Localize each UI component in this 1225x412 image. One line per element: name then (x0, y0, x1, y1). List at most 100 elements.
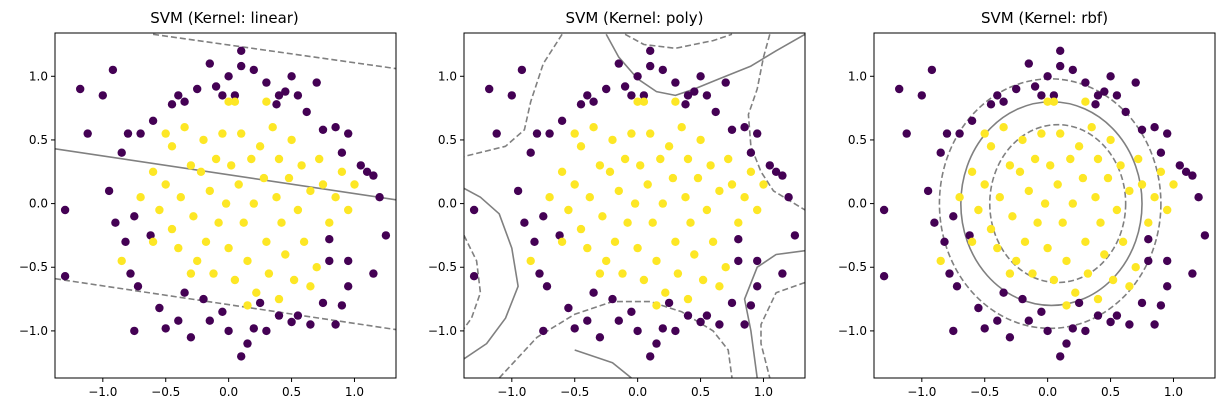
data-point-class-1 (1093, 294, 1103, 304)
data-point-class-0 (535, 269, 544, 278)
y-tick-label: −1.0 (838, 324, 867, 338)
data-point-class-1 (221, 199, 231, 208)
data-point-class-0 (1125, 320, 1134, 329)
data-point-class-0 (1068, 324, 1078, 333)
data-point-class-1 (1081, 237, 1090, 246)
data-point-class-0 (362, 167, 372, 176)
data-point-class-0 (784, 193, 793, 202)
data-point-class-1 (1106, 135, 1115, 145)
data-point-class-1 (1046, 161, 1055, 170)
data-point-class-0 (999, 97, 1008, 106)
data-point-class-1 (1058, 218, 1067, 227)
data-point-class-0 (492, 129, 501, 138)
data-point-class-0 (111, 218, 120, 227)
data-points-layer (469, 46, 800, 361)
data-point-class-1 (589, 123, 598, 132)
data-point-class-0 (1188, 171, 1197, 180)
data-point-class-1 (633, 97, 642, 106)
tick-layer: −1.0 −0.5 0.0 0.5 1.0 −1.0 −0.5 0.0 0.5 1.0 (428, 69, 773, 399)
data-point-class-0 (949, 326, 958, 336)
data-point-class-0 (576, 100, 586, 109)
data-point-class-0 (337, 301, 347, 310)
y-tick-label: −0.5 (838, 260, 867, 274)
data-point-class-0 (564, 303, 573, 313)
y-tick-label: −1.0 (19, 324, 48, 338)
data-point-class-0 (193, 84, 202, 94)
margin-line (988, 123, 1127, 284)
data-point-class-1 (1071, 288, 1080, 297)
data-point-class-1 (1125, 282, 1134, 291)
data-point-class-1 (199, 135, 208, 145)
data-points-layer (879, 46, 1210, 361)
data-point-class-0 (331, 123, 340, 132)
data-point-class-0 (318, 298, 328, 308)
data-point-class-0 (205, 316, 214, 325)
data-point-class-0 (986, 100, 996, 109)
data-point-class-0 (1043, 326, 1052, 336)
data-point-class-1 (161, 129, 170, 138)
data-point-class-1 (683, 294, 693, 304)
data-point-class-0 (952, 282, 962, 291)
data-point-class-1 (1005, 269, 1015, 278)
data-point-class-0 (205, 59, 214, 68)
data-point-class-1 (999, 123, 1008, 132)
data-point-class-1 (652, 301, 661, 310)
data-point-class-0 (683, 311, 693, 320)
data-point-class-0 (721, 78, 730, 87)
data-point-class-0 (1037, 307, 1046, 316)
data-point-class-0 (1091, 100, 1100, 109)
data-point-class-1 (1008, 212, 1017, 221)
data-points-layer (60, 46, 391, 361)
data-point-class-0 (1156, 301, 1166, 310)
data-point-class-0 (167, 100, 177, 109)
data-point-class-0 (224, 326, 233, 336)
data-point-class-1 (209, 269, 218, 278)
data-point-class-0 (356, 161, 365, 170)
data-point-class-0 (1188, 269, 1197, 278)
data-point-class-0 (126, 269, 135, 278)
data-point-class-1 (148, 237, 158, 246)
data-point-class-1 (264, 269, 274, 278)
decision-boundary-layer (55, 33, 396, 331)
data-point-class-0 (174, 91, 183, 100)
data-point-class-1 (595, 161, 605, 170)
data-point-class-0 (949, 212, 958, 221)
data-point-class-0 (375, 193, 384, 202)
data-point-class-1 (136, 193, 145, 202)
data-point-class-1 (980, 129, 989, 138)
decision-boundary-line (574, 349, 632, 378)
data-point-class-1 (284, 173, 294, 183)
data-point-class-1 (564, 205, 573, 215)
data-point-class-0 (146, 231, 155, 240)
x-tick-label: 0.0 (1038, 385, 1057, 399)
data-point-class-0 (520, 218, 529, 227)
data-point-class-0 (1030, 82, 1040, 91)
data-point-class-1 (155, 205, 164, 215)
data-point-class-1 (727, 180, 737, 189)
data-point-class-1 (255, 142, 265, 151)
y-tick-label: 1.0 (438, 69, 457, 83)
y-tick-label: −0.5 (19, 260, 48, 274)
data-point-class-1 (230, 97, 240, 106)
data-point-class-1 (602, 256, 611, 266)
data-point-class-1 (1056, 129, 1065, 138)
data-point-class-1 (980, 180, 989, 189)
data-point-class-1 (281, 250, 290, 259)
data-point-class-0 (243, 339, 252, 348)
data-point-class-1 (610, 237, 620, 246)
data-point-class-1 (706, 161, 715, 170)
data-point-class-1 (686, 218, 695, 227)
data-point-class-1 (318, 180, 328, 189)
data-point-class-1 (196, 167, 206, 176)
data-point-class-1 (936, 256, 945, 266)
data-point-class-1 (161, 180, 170, 189)
x-tick-label: 0.5 (691, 385, 710, 399)
data-point-class-1 (174, 243, 183, 253)
data-point-class-0 (1081, 326, 1090, 336)
data-point-class-1 (247, 154, 256, 164)
data-point-class-0 (1081, 78, 1090, 87)
data-point-class-1 (661, 288, 670, 297)
data-point-class-0 (517, 65, 527, 75)
data-point-class-1 (576, 142, 586, 151)
